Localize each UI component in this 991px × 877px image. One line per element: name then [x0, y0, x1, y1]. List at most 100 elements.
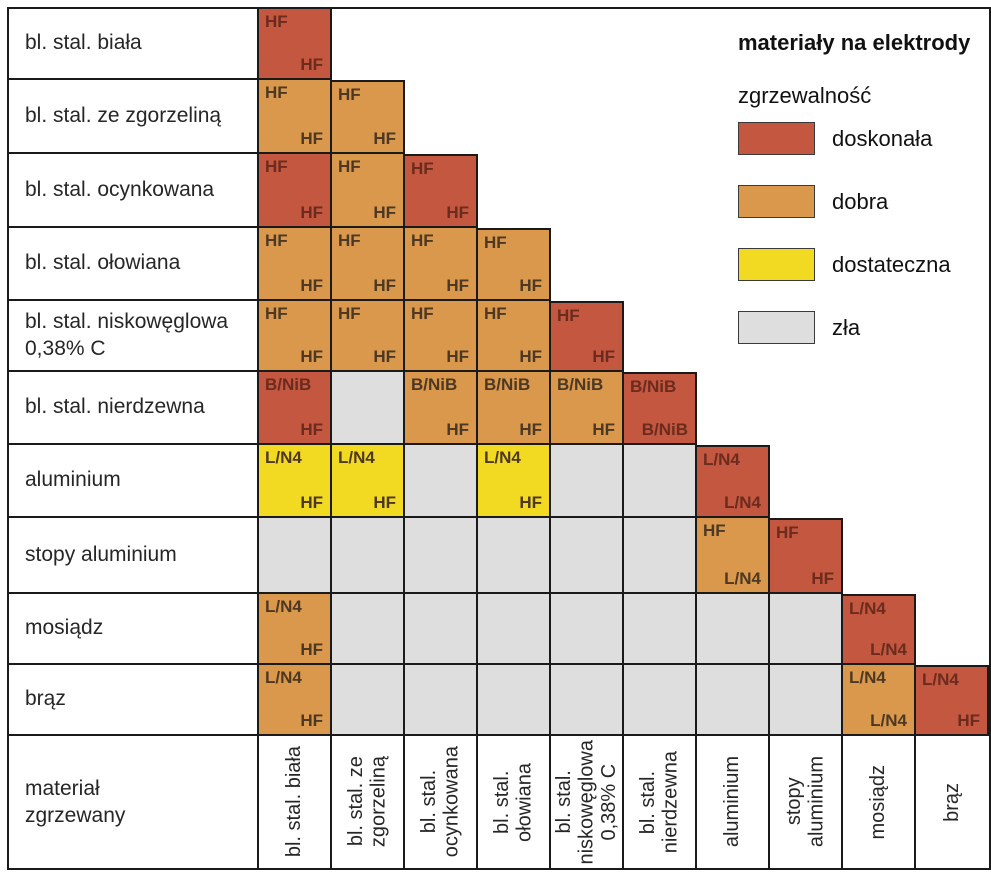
empty-cell: [916, 154, 989, 228]
column-label-text: bl. stal. ocynkowana: [418, 746, 463, 858]
empty-cell: [624, 80, 697, 154]
matrix-cell: B/NiB HF: [405, 372, 478, 445]
electrode-code-bottom: HF: [957, 711, 980, 730]
matrix-cell: L/N4 HF: [332, 445, 405, 518]
matrix-cell: [551, 518, 624, 594]
legend: materiały na elektrody zgrzewalność dosk…: [738, 30, 988, 344]
legend-swatch-zła: [738, 311, 815, 344]
electrode-code-top: B/NiB: [484, 375, 531, 394]
matrix-cell: HF HF: [332, 80, 405, 154]
electrode-code-top: HF: [338, 304, 361, 323]
matrix-cell: HF L/N4: [697, 518, 770, 594]
row-label: bl. stal. ołowiana: [9, 228, 259, 301]
electrode-code-bottom: HF: [446, 347, 469, 366]
matrix-cell: [405, 445, 478, 518]
electrode-code-bottom: HF: [373, 276, 396, 295]
electrode-code-top: L/N4: [338, 448, 375, 467]
empty-cell: [697, 9, 770, 80]
electrode-code-bottom: HF: [300, 276, 323, 295]
matrix-cell: L/N4 HF: [916, 665, 989, 736]
electrode-code-top: HF: [338, 85, 361, 104]
empty-cell: [916, 518, 989, 594]
matrix-cell: [332, 594, 405, 665]
matrix-cell: L/N4 L/N4: [843, 594, 916, 665]
empty-cell: [405, 80, 478, 154]
column-label: bl. stal. niskowęglowa 0,38% C: [551, 736, 624, 868]
matrix-cell: [697, 665, 770, 736]
legend-item: zła: [738, 311, 988, 344]
matrix-cell: HF HF: [259, 80, 332, 154]
electrode-code-top: HF: [411, 231, 434, 250]
matrix-cell: [770, 594, 843, 665]
matrix-cell: [332, 372, 405, 445]
column-label: bl. stal. nierdzewna: [624, 736, 697, 868]
column-label-text: stopy aluminium: [783, 756, 828, 848]
empty-cell: [551, 154, 624, 228]
column-label: bl. stal. ze zgorzeliną: [332, 736, 405, 868]
empty-cell: [624, 154, 697, 228]
row-label: stopy aluminium: [9, 518, 259, 594]
empty-cell: [843, 9, 916, 80]
matrix-cell: [551, 594, 624, 665]
electrode-code-bottom: HF: [300, 420, 323, 439]
empty-cell: [478, 154, 551, 228]
electrode-code-top: HF: [265, 231, 288, 250]
empty-cell: [843, 518, 916, 594]
matrix-cell: HF HF: [332, 301, 405, 372]
column-label-text: brąz: [941, 782, 964, 822]
column-label: brąz: [916, 736, 989, 868]
electrode-code-top: L/N4: [703, 450, 740, 469]
column-label-text: bl. stal. biała: [283, 746, 306, 858]
row-label: bl. stal. ocynkowana: [9, 154, 259, 228]
electrode-code-bottom: HF: [300, 711, 323, 730]
electrode-code-bottom: HF: [811, 569, 834, 588]
matrix-cell: L/N4 HF: [259, 594, 332, 665]
empty-cell: [624, 228, 697, 301]
matrix-cell: HF HF: [405, 154, 478, 228]
matrix-cell: HF HF: [259, 154, 332, 228]
row-label: aluminium: [9, 445, 259, 518]
legend-item-label: zła: [832, 314, 861, 340]
empty-cell: [478, 9, 551, 80]
empty-cell: [478, 80, 551, 154]
matrix-cell: B/NiB HF: [259, 372, 332, 445]
electrode-code-bottom: HF: [446, 203, 469, 222]
column-label-text: mosiądz: [867, 764, 890, 840]
electrode-code-top: B/NiB: [265, 375, 312, 394]
matrix-cell: [624, 445, 697, 518]
column-label: stopy aluminium: [770, 736, 843, 868]
electrode-code-top: L/N4: [484, 448, 521, 467]
matrix-cell: [405, 518, 478, 594]
row-label: bl. stal. nierdzewna: [9, 372, 259, 445]
electrode-code-bottom: HF: [373, 129, 396, 148]
electrode-code-bottom: HF: [300, 493, 323, 512]
legend-item: dostateczna: [738, 248, 988, 281]
row-label: brąz: [9, 665, 259, 736]
legend-item-label: doskonała: [832, 125, 933, 151]
matrix-cell: [624, 518, 697, 594]
electrode-code-top: B/NiB: [630, 377, 677, 396]
electrode-code-top: HF: [265, 83, 288, 102]
legend-swatch-doskonała: [738, 122, 815, 155]
column-label-text: bl. stal. niskowęglowa 0,38% C: [552, 739, 620, 865]
electrode-code-bottom: HF: [300, 55, 323, 74]
matrix-cell: HF HF: [405, 228, 478, 301]
electrode-code-top: HF: [411, 304, 434, 323]
electrode-code-bottom: L/N4: [724, 569, 761, 588]
empty-cell: [770, 445, 843, 518]
electrode-code-bottom: HF: [446, 420, 469, 439]
electrode-code-top: HF: [265, 12, 288, 31]
column-label: bl. stal. ołowiana: [478, 736, 551, 868]
matrix-cell: [332, 665, 405, 736]
matrix-cell: [259, 518, 332, 594]
electrode-code-top: L/N4: [265, 668, 302, 687]
electrode-code-top: L/N4: [849, 599, 886, 618]
column-label-text: bl. stal. ołowiana: [491, 762, 536, 842]
matrix-cell: HF HF: [478, 301, 551, 372]
electrode-code-top: HF: [265, 157, 288, 176]
matrix-cell: L/N4 HF: [259, 445, 332, 518]
empty-cell: [843, 228, 916, 301]
empty-cell: [916, 372, 989, 445]
electrode-code-top: HF: [484, 304, 507, 323]
empty-cell: [405, 9, 478, 80]
